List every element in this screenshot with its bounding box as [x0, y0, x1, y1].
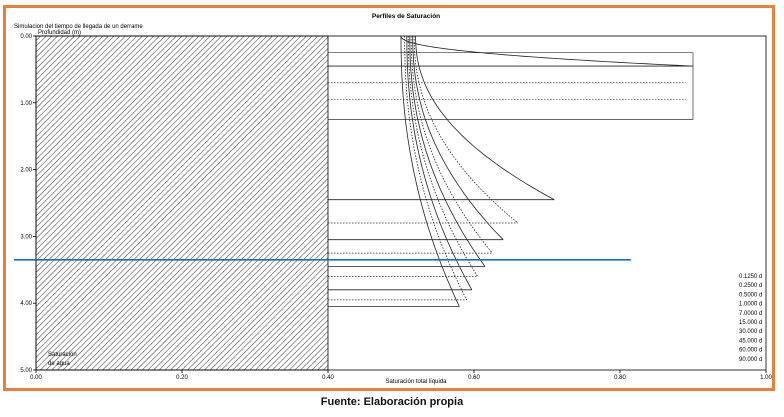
saturation-curve [328, 35, 468, 301]
saturation-curve [328, 35, 473, 291]
x-tick-label: 1.00 [760, 375, 772, 381]
y-axis: 0.00 1.00 2.00 3.00 4.00 5.00 [20, 34, 36, 374]
x-tick-label: 0.60 [468, 375, 480, 381]
y-tick-label: 4.00 [20, 301, 32, 307]
source-caption: Fuente: Elaboración propia [320, 396, 464, 408]
saturation-curve [328, 36, 460, 307]
saturation-profile-chart: Perfiles de Saturación Simulacion del ti… [14, 13, 772, 385]
y-tick-label: 0.00 [20, 34, 32, 40]
y-axis-label: Profundidad (m) [38, 30, 81, 36]
y-tick-label: 1.00 [20, 101, 32, 107]
horizontal-guides [328, 52, 694, 120]
chart-subtitle: Simulacion del tiempo de llegada de un d… [14, 24, 143, 30]
legend-entry: 45.000 d [739, 338, 762, 344]
saturation-curve [328, 36, 478, 277]
legend-entry: 60.000 d [739, 348, 762, 354]
x-tick-label: 0.40 [322, 375, 334, 381]
saturation-curve [328, 35, 694, 67]
x-axis: 0.00 0.20 0.40 0.60 0.80 1.00 [30, 370, 772, 381]
saturation-curves [328, 35, 694, 307]
legend-entry: 15.000 d [739, 320, 762, 326]
legend: 0.1250 d 0.2500 d 0.5000 d 1.0000 d 7.0000 d… [739, 274, 762, 363]
legend-entry: 0.2500 d [739, 283, 762, 289]
saturation-curve [328, 35, 519, 224]
chart-title: Perfiles de Saturación [372, 13, 440, 20]
x-tick-label: 0.00 [30, 375, 42, 381]
legend-entry: 90.000 d [739, 357, 762, 363]
legend-entry: 0.5000 d [739, 292, 762, 298]
saturation-curve [328, 36, 555, 201]
x-tick-label: 0.80 [614, 375, 626, 381]
x-tick-label: 0.20 [176, 375, 188, 381]
zone-label-line-2: de agua [48, 361, 70, 367]
x-axis-label: Saturación total líquida [385, 379, 447, 385]
zone-label-line-1: Saturación [48, 352, 77, 358]
legend-entry: 30.000 d [739, 329, 762, 335]
saturation-curve [328, 36, 493, 254]
saturation-curve [328, 36, 504, 241]
saturation-curve [328, 36, 486, 267]
legend-entry: 0.1250 d [739, 274, 762, 280]
water-saturation-zone [35, 35, 329, 371]
legend-entry: 1.0000 d [739, 302, 762, 308]
chart-frame: Perfiles de Saturación Simulacion del ti… [3, 5, 775, 391]
legend-entry: 7.0000 d [739, 311, 762, 317]
y-tick-label: 3.00 [20, 234, 32, 240]
y-tick-label: 2.00 [20, 168, 32, 174]
y-tick-label: 5.00 [20, 368, 32, 374]
